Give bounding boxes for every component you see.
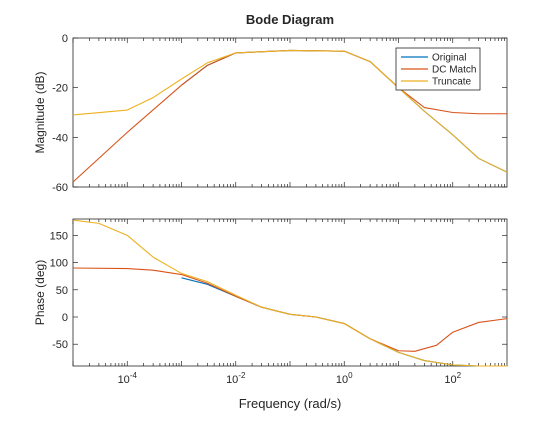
magnitude-ylabel: Magnitude (dB) [33,71,47,153]
phase-line-truncate [72,219,507,367]
phase-axes[interactable]: 150 100 50 0 -50 10-4 10-2 100 102 Phase (deg) [33,218,508,386]
chart-title: Bode Diagram [246,12,334,27]
magnitude-ytick-label: -40 [52,132,68,144]
magnitude-ytick-labels: 0 -20 -40 -60 [52,33,68,194]
phase-ytick-label: -50 [52,339,68,351]
phase-ytick-label: 0 [62,312,68,324]
phase-ytick-label: 50 [56,285,68,297]
phase-ytick-label: 150 [50,230,68,242]
magnitude-line-truncate [72,49,508,173]
legend-label-original: Original [432,53,466,64]
x-tick-labels: 10-4 10-2 100 102 [118,371,462,386]
x-tick-label: 10-2 [226,371,246,386]
phase-lines [72,219,508,367]
magnitude-lines [72,49,508,183]
frequency-xlabel: Frequency (rad/s) [239,396,342,411]
x-tick-label: 102 [444,371,461,386]
legend-label-dc-match: DC Match [432,65,476,76]
phase-ylabel: Phase (deg) [33,260,47,325]
magnitude-ytick-label: 0 [62,33,68,45]
magnitude-ytick-label: -20 [52,83,68,95]
phase-ticks [72,219,507,366]
legend-label-truncate: Truncate [432,77,472,88]
x-tick-label: 100 [336,371,353,386]
phase-plot-frame [72,218,508,367]
magnitude-ticks [72,37,507,188]
x-tick-label: 10-4 [118,371,138,386]
magnitude-ytick-label: -60 [52,182,68,194]
phase-ytick-label: 100 [50,258,68,270]
phase-ytick-labels: 150 100 50 0 -50 [50,230,68,351]
